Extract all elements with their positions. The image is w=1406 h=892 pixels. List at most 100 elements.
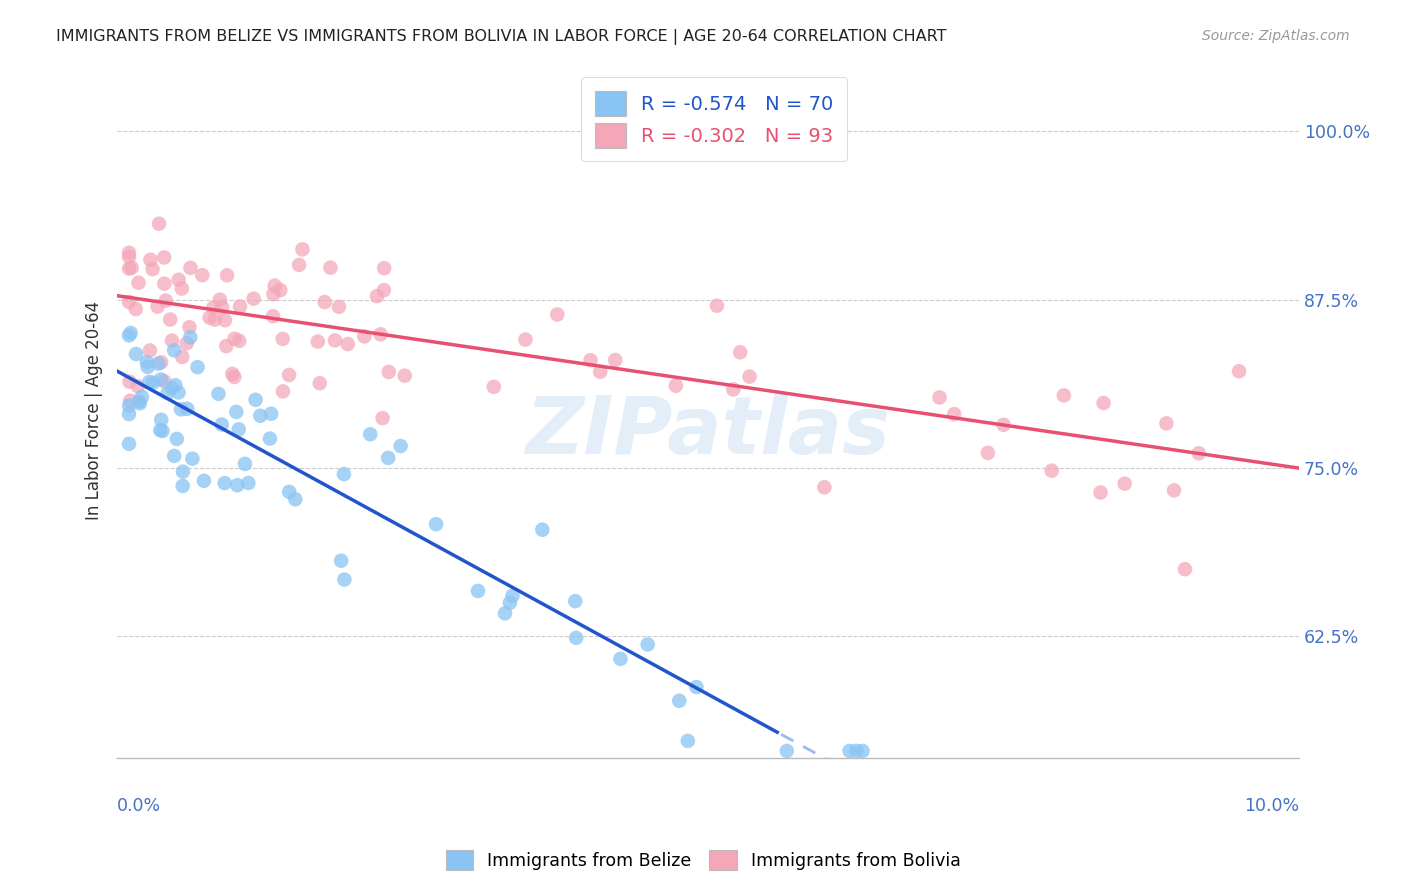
Point — [150, 355, 173, 369]
Point — [118, 375, 141, 389]
Point — [176, 336, 198, 351]
Point — [217, 268, 239, 283]
Point — [211, 301, 233, 315]
Point — [728, 345, 751, 359]
Point — [668, 694, 690, 708]
Point — [118, 250, 141, 264]
Point — [148, 357, 170, 371]
Point — [153, 251, 176, 265]
Point — [1156, 417, 1178, 431]
Point — [851, 744, 873, 758]
Point — [228, 422, 250, 436]
Point — [605, 353, 627, 368]
Point — [131, 390, 153, 404]
Point — [271, 384, 294, 399]
Point — [118, 328, 141, 343]
Point — [288, 258, 311, 272]
Point — [191, 268, 214, 283]
Point — [118, 399, 141, 413]
Point — [128, 276, 150, 290]
Point — [166, 432, 188, 446]
Point — [330, 554, 353, 568]
Text: IMMIGRANTS FROM BELIZE VS IMMIGRANTS FROM BOLIVIA IN LABOR FORCE | AGE 20-64 COR: IMMIGRANTS FROM BELIZE VS IMMIGRANTS FRO… — [56, 29, 946, 45]
Point — [135, 355, 157, 369]
Point — [565, 631, 588, 645]
Point — [776, 744, 799, 758]
Point — [127, 379, 149, 393]
Point — [371, 411, 394, 425]
Y-axis label: In Labor Force | Age 20-64: In Labor Force | Age 20-64 — [86, 301, 103, 520]
Point — [564, 594, 586, 608]
Point — [609, 652, 631, 666]
Point — [229, 300, 252, 314]
Point — [221, 367, 243, 381]
Point — [1227, 364, 1250, 378]
Point — [579, 353, 602, 368]
Point — [118, 437, 141, 451]
Point — [193, 474, 215, 488]
Point — [228, 334, 250, 348]
Point — [142, 376, 165, 390]
Point — [389, 439, 412, 453]
Point — [494, 607, 516, 621]
Point — [1163, 483, 1185, 498]
Point — [150, 413, 173, 427]
Point — [262, 310, 284, 324]
Point — [1174, 562, 1197, 576]
Point — [269, 283, 291, 297]
Text: ZIPatlas: ZIPatlas — [526, 392, 890, 471]
Point — [366, 289, 388, 303]
Point — [172, 465, 194, 479]
Point — [165, 378, 187, 392]
Point — [172, 350, 194, 364]
Point — [233, 457, 256, 471]
Point — [845, 744, 868, 758]
Point — [637, 637, 659, 651]
Point — [214, 313, 236, 327]
Point — [370, 327, 392, 342]
Point — [153, 277, 176, 291]
Point — [665, 378, 688, 392]
Point — [181, 451, 204, 466]
Point — [148, 217, 170, 231]
Point — [121, 260, 143, 275]
Point — [159, 312, 181, 326]
Text: 10.0%: 10.0% — [1244, 797, 1299, 814]
Point — [245, 392, 267, 407]
Point — [224, 332, 246, 346]
Point — [1092, 396, 1115, 410]
Point — [515, 333, 537, 347]
Point — [179, 320, 201, 334]
Point — [319, 260, 342, 275]
Point — [1040, 464, 1063, 478]
Legend: R = -0.574   N = 70, R = -0.302   N = 93: R = -0.574 N = 70, R = -0.302 N = 93 — [581, 78, 846, 161]
Point — [214, 476, 236, 491]
Point — [167, 273, 190, 287]
Point — [260, 407, 283, 421]
Point — [160, 334, 183, 348]
Point — [943, 407, 966, 421]
Point — [977, 446, 1000, 460]
Point — [128, 394, 150, 409]
Point — [198, 310, 221, 325]
Point — [993, 417, 1015, 432]
Point — [215, 339, 238, 353]
Point — [278, 368, 301, 382]
Point — [170, 281, 193, 295]
Point — [120, 326, 142, 340]
Point — [676, 734, 699, 748]
Point — [1188, 446, 1211, 460]
Point — [141, 262, 163, 277]
Point — [589, 365, 612, 379]
Point — [271, 332, 294, 346]
Legend: Immigrants from Belize, Immigrants from Bolivia: Immigrants from Belize, Immigrants from … — [437, 841, 969, 879]
Point — [118, 261, 141, 276]
Point — [118, 245, 141, 260]
Point — [179, 260, 201, 275]
Point — [163, 449, 186, 463]
Point — [225, 405, 247, 419]
Point — [155, 293, 177, 308]
Point — [136, 359, 159, 374]
Point — [160, 381, 183, 395]
Point — [187, 360, 209, 375]
